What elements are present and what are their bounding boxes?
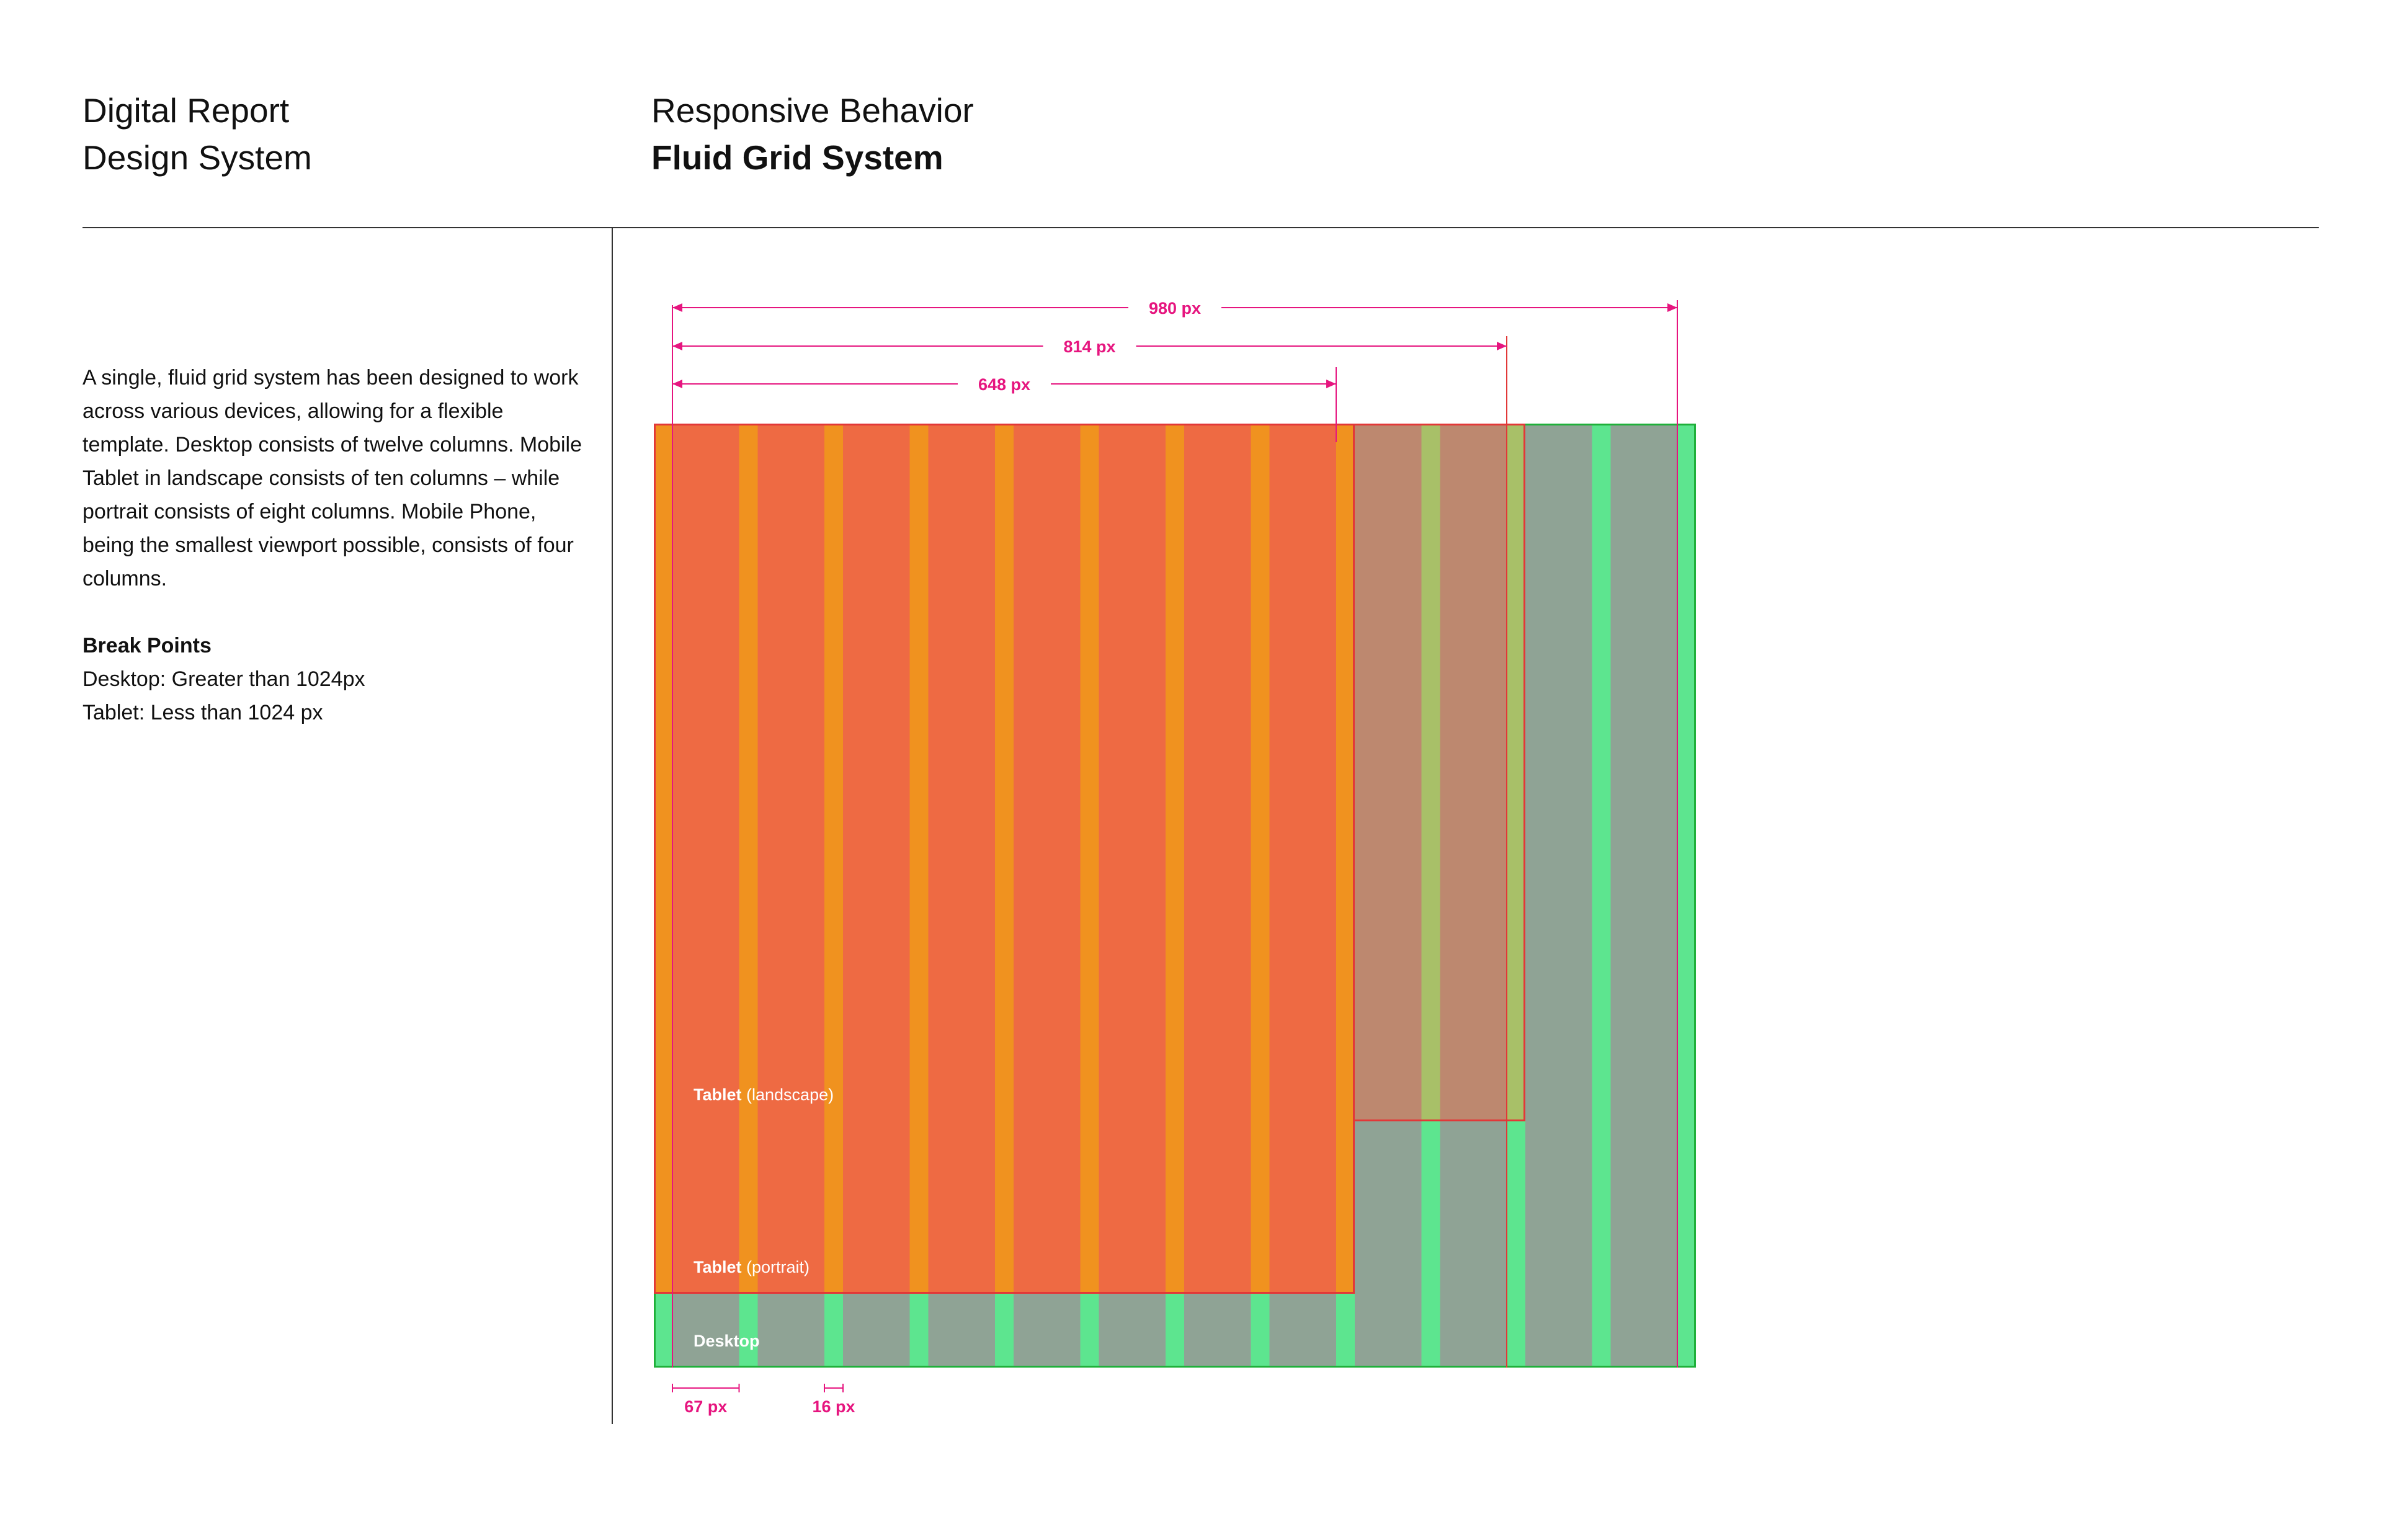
dimension-label: 980 px <box>1149 299 1201 318</box>
arrow-right-icon <box>1326 380 1336 388</box>
arrow-right-icon <box>1497 342 1507 350</box>
section-title: Responsive Behavior Fluid Grid System <box>651 87 974 181</box>
tablet-portrait-column <box>1099 424 1166 1294</box>
section-subtitle: Fluid Grid System <box>651 138 943 177</box>
description-paragraph: A single, fluid grid system has been des… <box>83 366 582 590</box>
tablet-portrait-column <box>1269 424 1336 1294</box>
tablet-landscape-column <box>1440 424 1507 1121</box>
gutter-width-label: 16 px <box>812 1397 855 1416</box>
desktop-column <box>1525 424 1592 1368</box>
dimension-label: 648 px <box>978 375 1030 394</box>
doc-title: Digital Report Design System <box>83 87 312 181</box>
tablet-portrait-column <box>672 424 739 1294</box>
doc-title-line2: Design System <box>83 138 312 177</box>
column-width-label: 67 px <box>684 1397 727 1416</box>
tablet-landscape-label: Tablet (landscape) <box>694 1085 834 1104</box>
doc-title-line1: Digital Report <box>83 91 290 130</box>
breakpoint-desktop: Desktop: Greater than 1024px <box>83 667 365 691</box>
desktop-label: Desktop <box>694 1332 760 1350</box>
tablet-portrait-column <box>843 424 910 1294</box>
arrow-left-icon <box>672 380 682 388</box>
section-title-line1: Responsive Behavior <box>651 91 974 130</box>
tablet-portrait-outline <box>654 424 1355 1294</box>
breakpoints-title: Break Points <box>83 634 212 657</box>
sidebar: A single, fluid grid system has been des… <box>83 361 591 729</box>
arrow-right-icon <box>1667 303 1677 312</box>
arrow-left-icon <box>672 303 682 312</box>
desktop-column <box>1610 424 1677 1368</box>
header-divider <box>83 227 2319 228</box>
tablet-portrait-column <box>1014 424 1081 1294</box>
tablet-portrait-column <box>928 424 995 1294</box>
arrow-left-icon <box>672 342 682 350</box>
tablet-portrait-label: Tablet (portrait) <box>694 1258 810 1276</box>
tablet-landscape-column <box>1355 424 1422 1121</box>
tablet-portrait-column <box>1184 424 1251 1294</box>
breakpoint-tablet: Tablet: Less than 1024 px <box>83 701 323 724</box>
tablet-portrait-column <box>757 424 824 1294</box>
column-divider <box>612 227 613 1424</box>
dimension-label: 814 px <box>1063 337 1115 356</box>
